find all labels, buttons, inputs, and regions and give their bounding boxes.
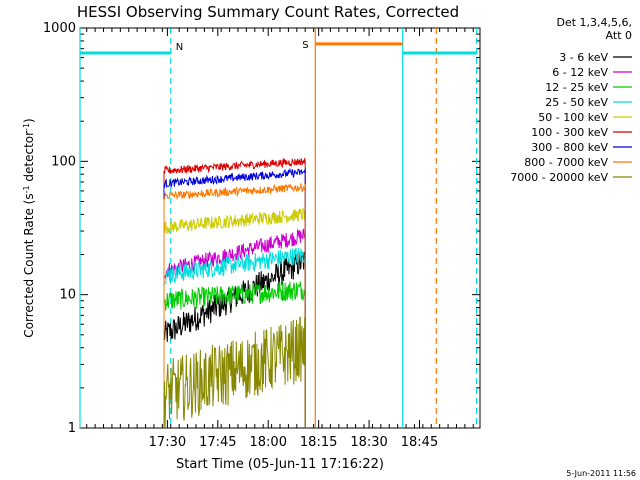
legend-entry-label: 800 - 7000 keV — [524, 156, 608, 169]
series-line — [163, 316, 306, 428]
y-tick-label: 100 — [51, 154, 76, 169]
legend-entry-label: 50 - 100 keV — [538, 111, 608, 124]
legend-entry-label: 6 - 12 keV — [552, 66, 608, 79]
x-tick-label: 18:00 — [250, 435, 287, 450]
plot-frame — [79, 27, 481, 429]
x-tick-label: 18:45 — [401, 435, 438, 450]
series-line — [163, 247, 306, 428]
legend-entry-label: 100 - 300 keV — [531, 126, 608, 139]
y-tick-label: 10 — [59, 288, 76, 303]
series-line — [163, 206, 306, 428]
series-line — [163, 228, 306, 428]
x-tick-label: 17:30 — [149, 435, 186, 450]
series-line — [163, 167, 306, 428]
legend-header: Att 0 — [606, 29, 632, 42]
x-tick-label: 18:15 — [300, 435, 337, 450]
y-tick-label: 1 — [68, 421, 76, 436]
y-axis-label: Corrected Count Rate (s-1 detector-1) — [22, 118, 37, 337]
series-line — [163, 251, 306, 428]
series-line — [163, 281, 306, 428]
status-bar-label: S — [302, 40, 308, 51]
x-axis-label: Start Time (05-Jun-11 17:16:22) — [176, 457, 384, 472]
legend-entry-label: 7000 - 20000 keV — [510, 171, 608, 184]
legend-header: Det 1,3,4,5,6, — [556, 16, 632, 29]
series-line — [163, 183, 306, 428]
legend-entry-label: 300 - 800 keV — [531, 141, 608, 154]
x-tick-label: 17:45 — [199, 435, 236, 450]
legend-entry-label: 25 - 50 keV — [545, 96, 608, 109]
chart-title: HESSI Observing Summary Count Rates, Cor… — [77, 3, 459, 21]
legend-entry-label: 3 - 6 keV — [559, 51, 608, 64]
series-line — [163, 157, 306, 428]
legend-entry-label: 12 - 25 keV — [545, 81, 608, 94]
y-tick-label: 1000 — [43, 21, 76, 36]
observing-mode-label: N — [176, 42, 183, 53]
footer-date: 5-Jun-2011 11:56 — [566, 469, 636, 478]
x-tick-label: 18:30 — [350, 435, 387, 450]
